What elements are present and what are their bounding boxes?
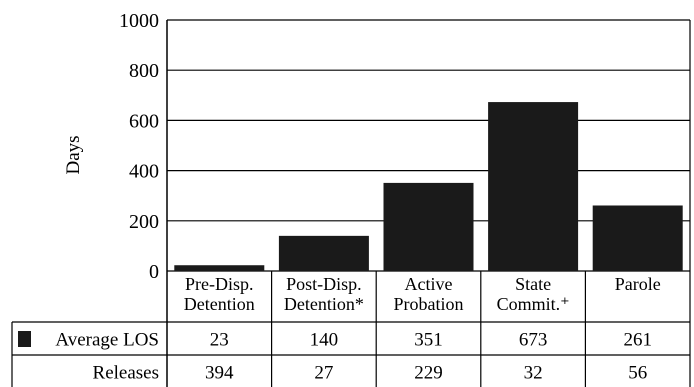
y-tick-label: 0 [149,261,159,283]
axes [166,20,691,387]
table-cell: 140 [310,330,339,351]
category-label: Detention [184,294,255,314]
table-cell: 673 [519,330,548,351]
category-label: Commit.⁺ [497,294,570,314]
y-tick-label: 600 [129,110,159,132]
y-tick-label: 800 [129,60,159,82]
y-tick-labels: 0 200 400 600 800 1000 [119,10,159,283]
bar [174,265,265,271]
table-row-label: Average LOS [55,330,159,351]
table-cell: 27 [314,363,333,384]
data-table: Pre-Disp.Detention Post-Disp.Detention* Ac… [11,271,691,387]
table-cell: 261 [623,330,652,351]
category-label: State [515,274,551,294]
bar [592,205,683,271]
category-label: Probation [394,294,464,314]
category-label: Detention* [284,294,364,314]
legend-swatch [18,331,31,347]
table-cell: 394 [205,363,234,384]
table-cell: 56 [628,363,647,384]
y-tick-label: 200 [129,211,159,233]
table-cell: 229 [414,363,443,384]
table-cell: 23 [210,330,229,351]
bar [488,102,579,272]
bar [383,182,474,271]
y-tick-label: 1000 [119,10,159,32]
category-label: Active [405,274,453,294]
table-cell: 32 [524,363,543,384]
category-label: Post-Disp. [286,274,362,294]
table-row-label: Releases [93,363,159,384]
category-label: Pre-Disp. [185,274,254,294]
bars [174,102,683,272]
y-tick-label: 400 [129,161,159,183]
y-axis-label: Days [63,135,84,174]
bar [278,235,369,271]
category-label: Parole [615,274,661,294]
table-cell: 351 [414,330,443,351]
